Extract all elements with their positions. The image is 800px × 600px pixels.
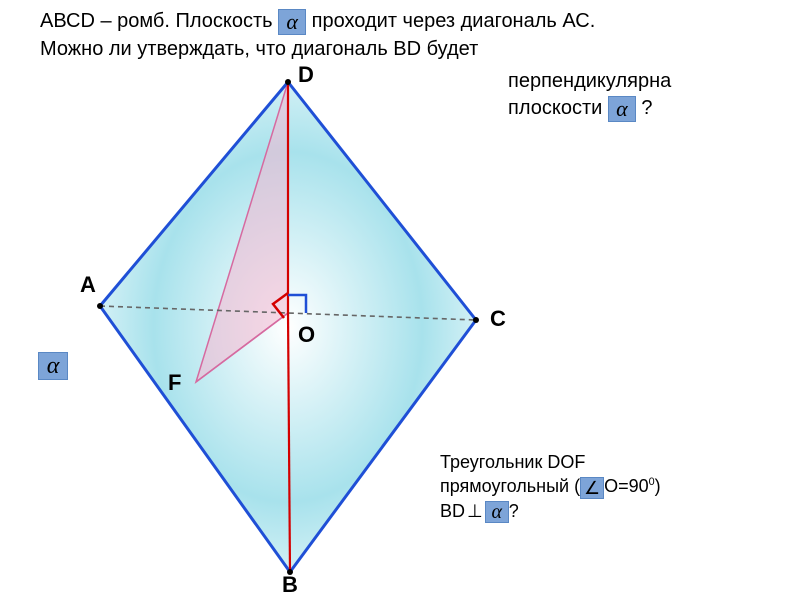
alpha-icon: α — [38, 352, 68, 380]
angle-icon: ∠ — [580, 477, 604, 499]
answer-line2: прямоугольный (∠O=900) — [440, 474, 661, 498]
answer-line1: Треугольник DOF — [440, 450, 661, 474]
right-block-line1: перпендикулярна — [508, 68, 671, 95]
answer-line3-prefix: BD — [440, 501, 465, 521]
geometry-diagram — [0, 0, 800, 600]
alpha-icon: α — [278, 9, 306, 35]
answer-line2-mid: O=90 — [604, 476, 649, 496]
problem-line-1: АВСD – ромб. Плоскость α проходит через … — [40, 8, 780, 35]
problem-line1-part2: проходит через диагональ АС. — [312, 10, 596, 32]
vertex-d — [285, 79, 291, 85]
label-a: A — [80, 272, 96, 298]
answer-line3-suffix: ? — [509, 501, 519, 521]
problem-line1-part1: АВСD – ромб. Плоскость — [40, 10, 278, 32]
perp-symbol: ⊥ — [465, 501, 485, 521]
right-block-line2-prefix: плоскости — [508, 97, 608, 119]
alpha-icon: α — [485, 501, 509, 523]
answer-line2-prefix: прямоугольный ( — [440, 476, 580, 496]
right-block-line2-suffix: ? — [641, 97, 652, 119]
alpha-icon: α — [608, 96, 636, 122]
label-b: B — [282, 572, 298, 598]
right-block-line2: плоскости α ? — [508, 95, 671, 122]
answer-block: Треугольник DOF прямоугольный (∠O=900) B… — [440, 450, 661, 523]
problem-line-2: Можно ли утверждать, что диагональ ВD бу… — [40, 36, 478, 63]
label-c: C — [490, 306, 506, 332]
answer-line3: BD⊥α? — [440, 499, 661, 523]
vertex-a — [97, 303, 103, 309]
alpha-label-plane: α — [38, 352, 68, 380]
label-o: O — [298, 322, 315, 348]
label-f: F — [168, 370, 181, 396]
vertex-c — [473, 317, 479, 323]
problem-right-block: перпендикулярна плоскости α ? — [508, 68, 671, 122]
label-d: D — [298, 62, 314, 88]
answer-line2-suffix: ) — [655, 476, 661, 496]
